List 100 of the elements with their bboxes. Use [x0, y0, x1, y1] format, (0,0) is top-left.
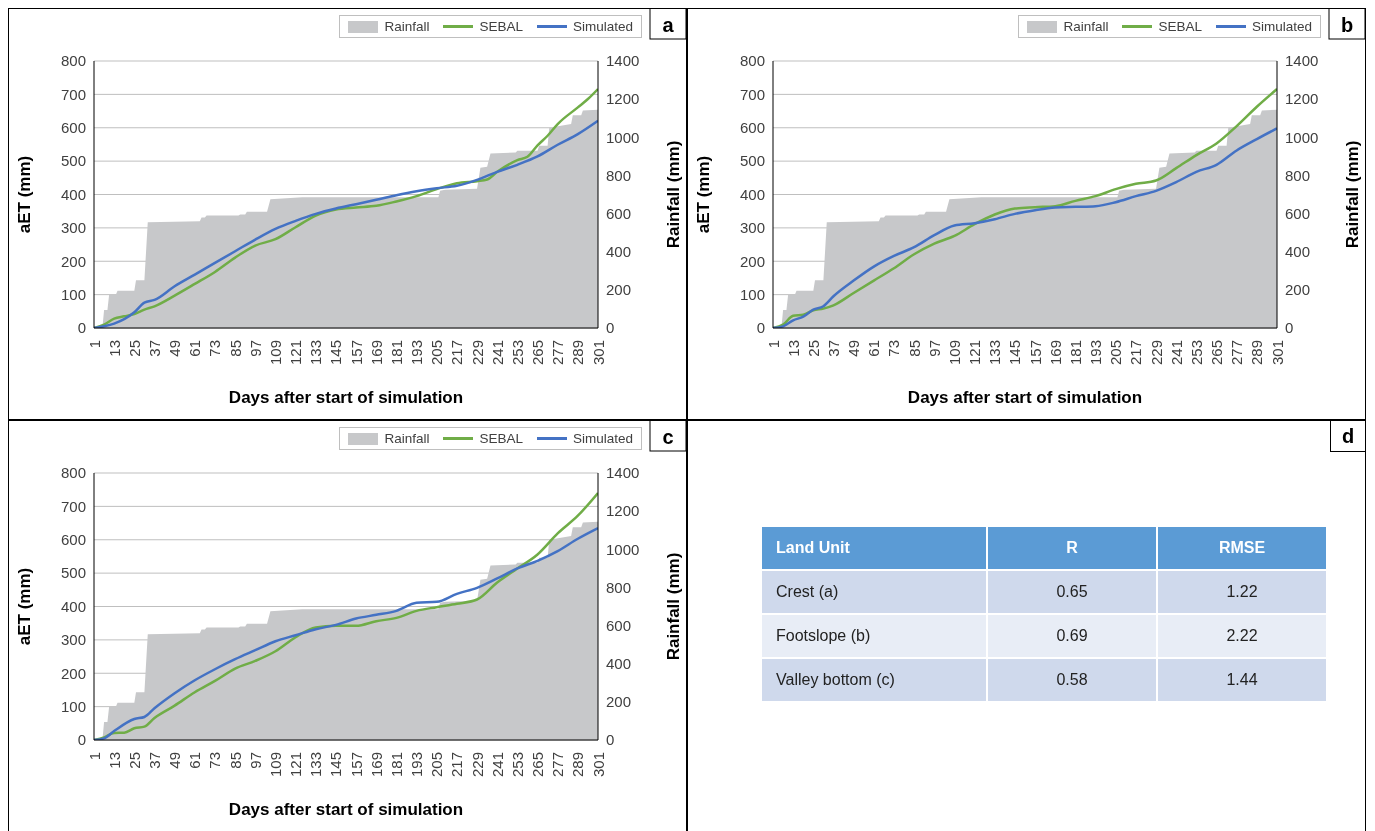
y-tick-label: 100 — [739, 285, 765, 303]
x-tick-label: 169 — [367, 340, 385, 366]
y2-tick-label: 1200 — [606, 502, 640, 520]
x-tick-label: 277 — [1228, 340, 1246, 366]
x-tick-label: 1 — [764, 340, 782, 349]
y-axis-title: aET (mm) — [15, 567, 35, 646]
x-tick-label: 205 — [428, 340, 446, 366]
x-tick-label: 85 — [226, 340, 244, 357]
y-tick-label: 600 — [739, 119, 765, 137]
x-tick-label: 121 — [287, 340, 305, 366]
x-tick-label: 37 — [824, 340, 842, 357]
y-tick-label: 800 — [739, 52, 765, 70]
x-axis-title: Days after start of simulation — [907, 388, 1143, 407]
x-tick-label: 205 — [1107, 340, 1125, 366]
text: b — [1340, 14, 1354, 36]
y2-tick-label: 800 — [1285, 166, 1311, 184]
x-tick-label: 121 — [966, 340, 984, 366]
legend-label: Rainfall — [384, 431, 430, 446]
x-tick-label: 73 — [206, 340, 224, 357]
y-tick-label: 600 — [60, 531, 86, 549]
y-tick-label: 700 — [739, 85, 765, 103]
y2-axis-title: Rainfall (mm) — [1343, 140, 1363, 249]
x-tick-label: 229 — [1147, 340, 1165, 366]
x-tick-label: 217 — [1127, 340, 1145, 366]
x-tick-label: 253 — [508, 752, 526, 778]
legend-label: SEBAL — [479, 19, 523, 34]
y-tick-label: 500 — [739, 152, 765, 170]
x-tick-label: 241 — [1167, 340, 1185, 366]
text: 0.69 — [988, 615, 1156, 657]
x-tick-label: 25 — [804, 340, 822, 357]
x-tick-label: 37 — [145, 752, 163, 769]
x-tick-label: 145 — [327, 752, 345, 778]
x-tick-label: 217 — [448, 752, 466, 778]
x-tick-label: 157 — [347, 340, 365, 366]
legend-label: Rainfall — [384, 19, 430, 34]
y2-tick-label: 1000 — [606, 128, 640, 146]
y-axis-title: aET (mm) — [694, 155, 714, 234]
y-tick-label: 500 — [60, 152, 86, 170]
y2-tick-label: 400 — [606, 243, 632, 261]
x-tick-label: 13 — [105, 340, 123, 357]
legend-label: Simulated — [572, 431, 633, 446]
text: 0.65 — [988, 571, 1156, 613]
y2-axis-title: Rainfall (mm) — [664, 552, 684, 661]
x-tick-label: 193 — [408, 752, 426, 778]
legend-label: SEBAL — [479, 431, 523, 446]
x-tick-label: 61 — [865, 340, 883, 357]
y-tick-label: 300 — [739, 219, 765, 237]
x-tick-label: 289 — [1248, 340, 1266, 366]
y2-tick-label: 600 — [606, 616, 632, 634]
y2-tick-label: 800 — [606, 166, 632, 184]
y-tick-label: 200 — [739, 252, 765, 270]
text: a — [662, 14, 675, 36]
y2-tick-label: 1200 — [1285, 90, 1319, 108]
x-tick-label: 193 — [1087, 340, 1105, 366]
x-tick-label: 181 — [1066, 340, 1084, 366]
x-tick-label: 133 — [986, 340, 1004, 366]
x-tick-label: 205 — [428, 752, 446, 778]
x-tick-label: 169 — [1046, 340, 1064, 366]
y-tick-label: 400 — [60, 185, 86, 203]
x-tick-label: 253 — [508, 340, 526, 366]
y-tick-label: 800 — [60, 52, 86, 70]
x-tick-label: 157 — [1026, 340, 1044, 366]
x-tick-label: 253 — [1187, 340, 1205, 366]
x-tick-label: 97 — [925, 340, 943, 357]
x-tick-label: 181 — [387, 340, 405, 366]
y2-tick-label: 1400 — [606, 52, 640, 70]
y2-tick-label: 200 — [1285, 281, 1311, 299]
x-tick-label: 217 — [448, 340, 466, 366]
x-tick-label: 277 — [549, 752, 567, 778]
y2-tick-label: 400 — [1285, 243, 1311, 261]
x-tick-label: 73 — [206, 752, 224, 769]
x-tick-label: 133 — [307, 752, 325, 778]
x-tick-label: 229 — [468, 752, 486, 778]
x-tick-label: 157 — [347, 752, 365, 778]
legend-label: Rainfall — [1063, 19, 1109, 34]
x-tick-label: 277 — [549, 340, 567, 366]
x-tick-label: 133 — [307, 340, 325, 366]
x-tick-label: 97 — [246, 752, 264, 769]
y-tick-label: 200 — [60, 252, 86, 270]
y2-tick-label: 1000 — [1285, 128, 1319, 146]
x-tick-label: 61 — [186, 340, 204, 357]
x-tick-label: 193 — [408, 340, 426, 366]
y-tick-label: 100 — [60, 697, 86, 715]
x-tick-label: 241 — [488, 752, 506, 778]
y-axis-title: aET (mm) — [15, 155, 35, 234]
y-tick-label: 100 — [60, 285, 86, 303]
text: 1.44 — [1158, 659, 1326, 701]
text: Crest (a) — [762, 571, 986, 613]
legend-label: SEBAL — [1158, 19, 1202, 34]
x-tick-label: 1 — [85, 752, 103, 761]
x-tick-label: 181 — [387, 752, 405, 778]
y-tick-label: 200 — [60, 664, 86, 682]
x-tick-label: 97 — [246, 340, 264, 357]
x-tick-label: 289 — [569, 752, 587, 778]
text: R — [988, 527, 1156, 569]
y2-tick-label: 400 — [606, 655, 632, 673]
y2-tick-label: 1200 — [606, 90, 640, 108]
y-tick-label: 300 — [60, 219, 86, 237]
x-tick-label: 121 — [287, 752, 305, 778]
y2-tick-label: 600 — [1285, 204, 1311, 222]
